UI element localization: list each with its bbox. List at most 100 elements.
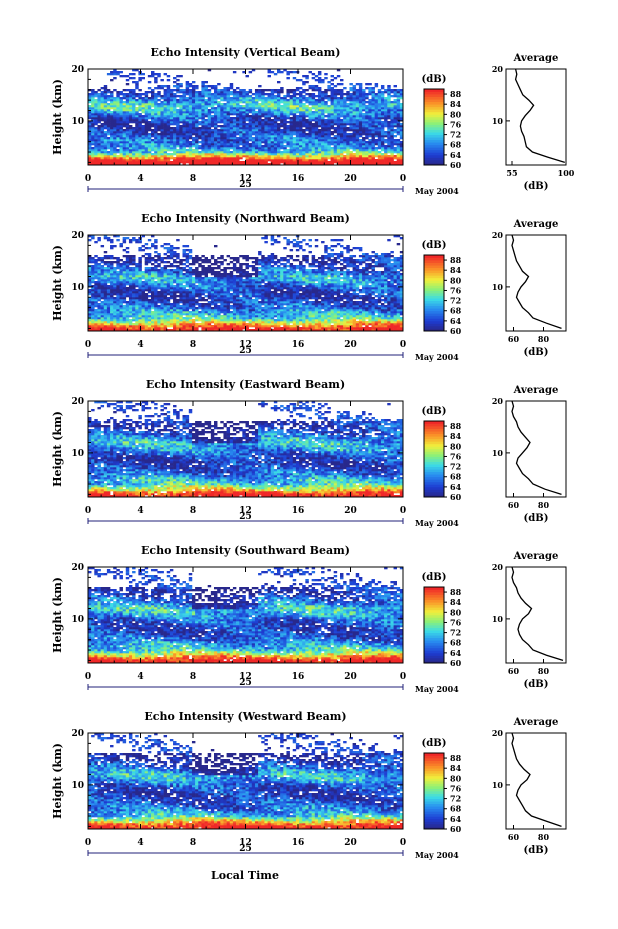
heatmap-cell [110, 137, 113, 139]
heatmap-cell [293, 93, 296, 95]
heatmap-cell [123, 153, 126, 155]
heatmap-cell [349, 137, 352, 139]
heatmap-cell [318, 87, 321, 89]
heatmap-cell [192, 311, 195, 313]
heatmap-cell [365, 157, 368, 159]
heatmap-cell [255, 125, 258, 127]
heatmap-cell [394, 89, 397, 91]
heatmap-cell [195, 127, 198, 129]
heatmap-cell [198, 99, 201, 101]
heatmap-cell [167, 313, 170, 315]
heatmap-cell [138, 125, 141, 127]
heatmap-cell [252, 97, 255, 99]
heatmap-cell [164, 117, 167, 119]
heatmap-cell [384, 149, 387, 151]
heatmap-cell [110, 123, 113, 125]
heatmap-cell [223, 321, 226, 323]
heatmap-cell [318, 115, 321, 117]
heatmap-cell [277, 321, 280, 323]
heatmap-cell [271, 317, 274, 319]
panel-0: Echo Intensity (Vertical Beam)0 4 8 12 16 20 0… [51, 46, 575, 196]
heatmap-cell [280, 87, 283, 89]
heatmap-cell [198, 145, 201, 147]
heatmap-cell [217, 117, 220, 119]
heatmap-cell [189, 113, 192, 115]
heatmap-cell [252, 155, 255, 157]
heatmap-cell [334, 325, 337, 327]
heatmap-cell [113, 129, 116, 131]
heatmap-cell [217, 83, 220, 85]
heatmap-cell [331, 105, 334, 107]
heatmap-cell [217, 149, 220, 151]
heatmap-cell [268, 319, 271, 321]
heatmap-cell [368, 115, 371, 117]
heatmap-cell [305, 129, 308, 131]
heatmap-cell [157, 157, 160, 159]
heatmap-cell [220, 141, 223, 143]
heatmap-cell [88, 159, 91, 161]
heatmap-cell [176, 113, 179, 115]
heatmap-cell [116, 143, 119, 145]
heatmap-cell [365, 121, 368, 123]
heatmap-cell [305, 99, 308, 101]
heatmap-cell [384, 141, 387, 143]
heatmap-cell [135, 117, 138, 119]
heatmap-cell [343, 115, 346, 117]
heatmap-cell [305, 77, 308, 79]
heatmap-cell [101, 311, 104, 313]
heatmap-cell [173, 93, 176, 95]
heatmap-cell [220, 307, 223, 309]
heatmap-cell [268, 125, 271, 127]
heatmap-cell [302, 155, 305, 157]
heatmap-cell [390, 139, 393, 141]
heatmap-cell [101, 125, 104, 127]
heatmap-cell [214, 101, 217, 103]
heatmap-cell [183, 139, 186, 141]
heatmap-cell [142, 121, 145, 123]
heatmap-cell [195, 101, 198, 103]
heatmap-cell [239, 155, 242, 157]
heatmap-cell [239, 99, 242, 101]
heatmap-cell [88, 321, 91, 323]
heatmap-cell [324, 321, 327, 323]
heatmap-cell [305, 325, 308, 327]
heatmap-cell [176, 85, 179, 87]
heatmap-cell [183, 309, 186, 311]
heatmap-cell [390, 149, 393, 151]
heatmap-cell [394, 91, 397, 93]
heatmap-cell [349, 119, 352, 121]
heatmap-cell [201, 119, 204, 121]
heatmap-cell [142, 137, 145, 139]
heatmap-cell [97, 93, 100, 95]
heatmap-cell [290, 97, 293, 99]
heatmap-cell [198, 91, 201, 93]
heatmap-cell [107, 111, 110, 113]
heatmap-cell [179, 141, 182, 143]
heatmap-cell [331, 159, 334, 161]
heatmap-cell [211, 111, 214, 113]
heatmap-cell [305, 323, 308, 325]
heatmap-cell [305, 153, 308, 155]
heatmap-cell [157, 327, 160, 329]
heatmap-cell [148, 153, 151, 155]
heatmap-cell [227, 315, 230, 317]
heatmap-cell [88, 105, 91, 107]
heatmap-cell [91, 89, 94, 91]
heatmap-cell [315, 145, 318, 147]
heatmap-cell [378, 323, 381, 325]
heatmap-cell [375, 135, 378, 137]
colorbar-segment [424, 94, 444, 97]
heatmap-cell [264, 107, 267, 109]
heatmap-cell [321, 79, 324, 81]
heatmap-cell [283, 313, 286, 315]
heatmap-cell [296, 79, 299, 81]
heatmap-cell [343, 311, 346, 313]
heatmap-cell [280, 143, 283, 145]
heatmap-cell [97, 317, 100, 319]
heatmap-cell [113, 77, 116, 79]
heatmap-cell [179, 75, 182, 77]
heatmap-cell [356, 127, 359, 129]
heatmap-cell [211, 313, 214, 315]
heatmap-cell [198, 127, 201, 129]
heatmap-cell [239, 321, 242, 323]
